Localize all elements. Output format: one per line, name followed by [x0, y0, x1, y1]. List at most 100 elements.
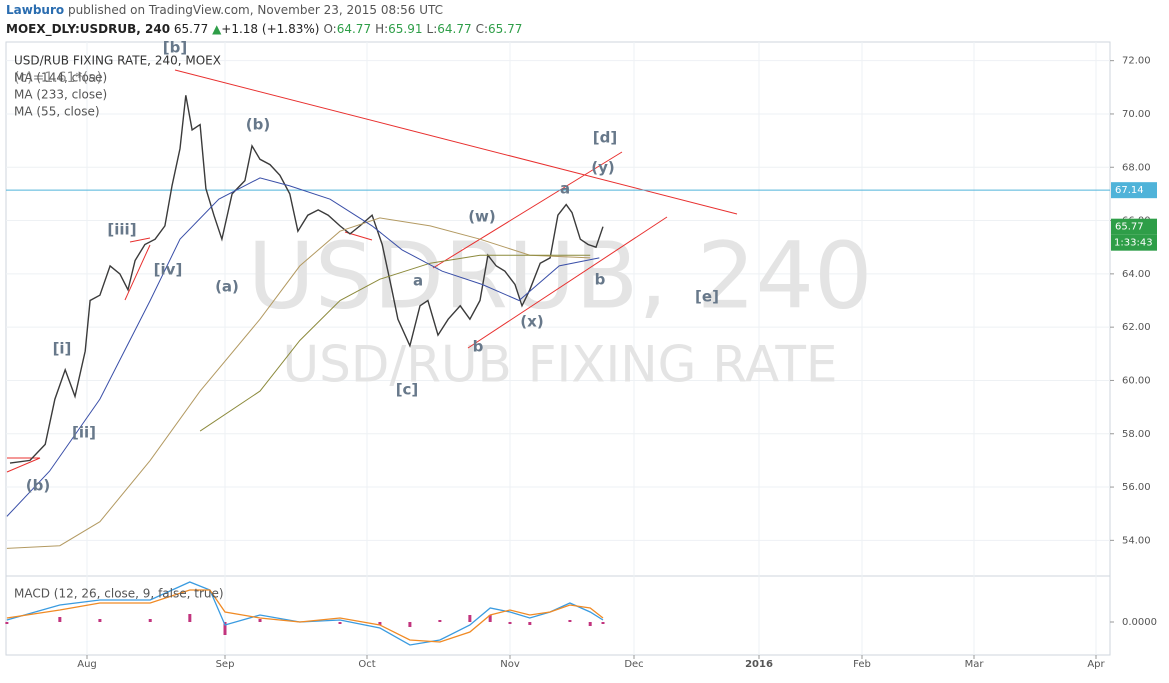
macd-histogram-bar — [468, 615, 472, 622]
price-line-series — [9, 95, 604, 464]
trendline — [174, 69, 738, 215]
y-tick-label: 54.00 — [1122, 535, 1151, 546]
y-tick-label: 62.00 — [1122, 322, 1151, 333]
wave-label: [ii] — [72, 424, 96, 442]
macd-histogram-bar — [528, 622, 532, 625]
macd-histogram-bar — [338, 622, 342, 624]
macd-histogram-bar — [408, 622, 412, 627]
wave-label: [i] — [53, 340, 72, 358]
wave-label: b — [473, 338, 484, 356]
legend-entry: MA (55, close) — [14, 105, 100, 119]
x-tick-label: Dec — [624, 659, 643, 670]
y-tick-label: 0.0000 — [1122, 617, 1157, 628]
macd-histogram-bar — [188, 614, 192, 622]
trendline — [129, 237, 151, 243]
x-tick-label: Sep — [216, 659, 235, 670]
up-arrow: ▲ — [212, 22, 222, 36]
watermark: USD/RUB FIXING RATE — [283, 336, 838, 394]
trendline — [467, 216, 668, 349]
author[interactable]: Lawburo — [6, 3, 65, 17]
countdown: 1:33:43 — [1114, 238, 1153, 249]
wave-label: [e] — [695, 288, 719, 306]
ohlc-value: 64.77 — [437, 22, 472, 36]
macd-title: MACD (12, 26, close, 9, false, true) — [14, 587, 224, 601]
wave-label: [d] — [593, 129, 617, 147]
plot-frame — [5, 41, 1111, 656]
trendline — [432, 151, 623, 269]
wave-label: (a) — [215, 278, 239, 296]
macd-histogram-bar — [438, 620, 442, 622]
macd-histogram-bar — [148, 619, 152, 622]
wave-label: a — [560, 180, 570, 198]
macd-histogram-bar — [488, 615, 492, 622]
wave-label: (w) — [468, 208, 496, 226]
wave-label: [iii] — [107, 221, 136, 239]
x-tick-label: 2016 — [745, 659, 773, 670]
legend-entry: MA (233, close) — [14, 88, 107, 102]
y-tick-label: 72.00 — [1122, 56, 1151, 67]
y-tick-label: 56.00 — [1122, 482, 1151, 493]
wave-label: (y) — [591, 159, 615, 177]
countdown-bg — [1111, 234, 1157, 251]
macd-line — [6, 589, 604, 643]
moving-average — [199, 254, 591, 432]
y-tick-label: 64.00 — [1122, 269, 1151, 280]
wave-label: [c] — [396, 381, 419, 399]
macd-histogram-bar — [568, 620, 572, 622]
moving-average — [6, 177, 600, 517]
price-label-bg — [1111, 218, 1157, 235]
symbol: MOEX_DLY:USDRUB, 240 — [6, 22, 171, 36]
macd-histogram-bar — [223, 622, 227, 635]
y-tick-label: 58.00 — [1122, 429, 1151, 440]
study-label: (c)=1.61*(a) — [14, 70, 102, 86]
ohlc-label: C: — [475, 22, 489, 36]
y-tick-label: 68.00 — [1122, 162, 1151, 173]
ohlc-label: H: — [375, 22, 389, 36]
x-tick-label: Aug — [77, 659, 97, 670]
change: +1.18 (+1.83%) — [221, 22, 320, 36]
x-tick-label: Mar — [965, 659, 985, 670]
publish-line: Lawburo published on TradingView.com, No… — [6, 3, 443, 17]
macd-histogram-bar — [5, 622, 9, 624]
ohlc-label: L: — [426, 22, 438, 36]
y-tick-label: 70.00 — [1122, 109, 1151, 120]
macd-histogram-bar — [588, 622, 592, 626]
chart-title: USD/RUB FIXING RATE, 240, MOEX — [14, 54, 221, 68]
x-tick-label: Apr — [1087, 659, 1105, 670]
wave-label: [b] — [163, 39, 187, 57]
x-tick-label: Nov — [500, 659, 520, 670]
price-label: 67.14 — [1115, 185, 1144, 196]
wave-label: a — [413, 272, 423, 290]
macd-histogram-bar — [378, 622, 382, 625]
last: 65.77 — [173, 22, 209, 36]
x-tick-label: Feb — [853, 659, 871, 670]
trendline — [6, 457, 41, 473]
published: published on TradingView.com, November 2… — [67, 3, 444, 17]
wave-label: [iv] — [154, 261, 183, 279]
x-tick-label: Oct — [358, 659, 375, 670]
wave-label: (b) — [26, 477, 50, 495]
macd-histogram-bar — [601, 622, 605, 624]
macd-histogram-bar — [258, 619, 262, 622]
trendline — [124, 244, 151, 301]
quote-line: MOEX_DLY:USDRUB, 240 65.77 ▲+1.18 (+1.83… — [6, 22, 522, 36]
moving-average — [6, 217, 591, 549]
ohlc-value: 64.77 — [336, 22, 372, 36]
macd-line — [6, 581, 604, 646]
y-tick-label: 60.00 — [1122, 375, 1151, 386]
header: Lawburo published on TradingView.com, No… — [0, 0, 1169, 40]
price-label: 65.77 — [1115, 222, 1144, 233]
wave-label: (x) — [520, 313, 543, 331]
price-label-bg — [1111, 182, 1157, 199]
wave-label: (b) — [246, 116, 270, 134]
macd-histogram-bar — [508, 622, 512, 624]
ohlc: O:64.77 H:65.91 L:64.77 C:65.77 — [319, 22, 522, 36]
ohlc-value: 65.91 — [388, 22, 423, 36]
watermark: USDRUB, 240 — [247, 222, 872, 329]
ohlc-value: 65.77 — [488, 22, 523, 36]
wave-label: b — [595, 271, 606, 289]
macd-histogram-bar — [58, 617, 62, 622]
ohlc-label: O: — [323, 22, 337, 36]
macd-histogram-bar — [98, 619, 102, 622]
